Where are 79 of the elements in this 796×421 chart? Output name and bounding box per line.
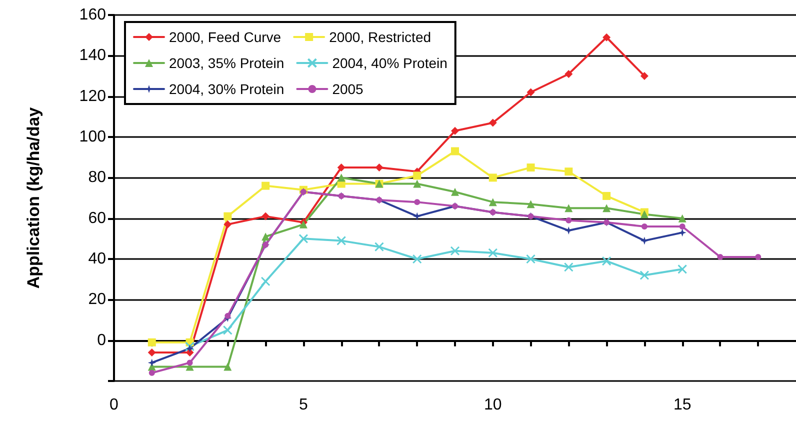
legend-label: 2004, 40% Protein <box>332 55 448 71</box>
point <box>602 192 611 200</box>
x-tick-label: 10 <box>484 396 502 414</box>
point <box>451 147 459 156</box>
y-tick-label: 0 <box>97 332 106 349</box>
y-tick-label: 40 <box>88 250 106 268</box>
point <box>413 212 422 220</box>
point <box>640 236 648 245</box>
legend-label: 2000, Feed Curve <box>169 29 282 45</box>
point <box>337 164 346 172</box>
point <box>640 72 648 80</box>
point <box>602 256 612 266</box>
point <box>564 70 573 78</box>
point <box>148 348 156 357</box>
point <box>413 172 422 180</box>
point <box>414 199 420 206</box>
point <box>148 370 155 376</box>
point <box>451 188 459 196</box>
point <box>526 164 535 172</box>
legend-label: 2004, 30% Protein <box>169 81 284 97</box>
point <box>488 248 498 258</box>
point <box>564 168 573 176</box>
point <box>450 246 460 256</box>
point <box>526 88 535 96</box>
point <box>185 342 195 352</box>
y-tick-label: 160 <box>79 6 106 24</box>
point <box>526 254 536 264</box>
point <box>413 180 422 188</box>
point <box>148 358 156 367</box>
point <box>679 223 686 230</box>
point <box>262 232 270 241</box>
y-axis-title: Application (kg/ha/day <box>24 106 43 289</box>
point <box>412 254 422 264</box>
point <box>488 198 497 206</box>
point <box>640 270 650 280</box>
point <box>488 174 497 182</box>
point <box>337 174 346 182</box>
x-tick-label: 0 <box>110 396 119 414</box>
point <box>678 264 688 274</box>
y-tick-label: 120 <box>79 88 106 105</box>
point <box>755 254 762 260</box>
y-tick-label: 60 <box>88 210 106 227</box>
legend-label: 2003, 35% Protein <box>169 55 284 71</box>
point <box>564 262 574 272</box>
point <box>526 200 535 208</box>
point <box>602 204 611 212</box>
point <box>224 212 232 220</box>
point <box>222 325 232 335</box>
y-tick-label: 80 <box>88 169 106 186</box>
point <box>564 204 573 212</box>
y-tick-label: 20 <box>88 291 106 308</box>
point <box>678 214 686 222</box>
point <box>375 164 384 172</box>
point <box>566 217 572 224</box>
point <box>148 338 156 346</box>
point <box>451 126 459 135</box>
point <box>602 33 611 42</box>
point <box>488 118 497 127</box>
point <box>224 220 232 228</box>
point <box>564 226 573 235</box>
point <box>262 182 270 190</box>
x-tick-label: 5 <box>298 396 308 414</box>
legend-label: 2005 <box>332 81 364 97</box>
point <box>262 212 270 220</box>
point <box>336 236 346 246</box>
point <box>678 228 686 237</box>
point <box>374 242 384 252</box>
point <box>260 276 270 286</box>
point <box>224 362 232 371</box>
point <box>224 312 231 319</box>
point <box>717 254 724 260</box>
point <box>298 234 308 244</box>
point <box>641 223 648 230</box>
point <box>186 344 194 352</box>
y-tick-label: 140 <box>79 47 106 64</box>
y-tick-label: 100 <box>79 128 106 146</box>
x-tick-label: 15 <box>673 396 692 414</box>
legend-label: 2000, Restricted <box>329 29 432 45</box>
point <box>186 360 193 366</box>
